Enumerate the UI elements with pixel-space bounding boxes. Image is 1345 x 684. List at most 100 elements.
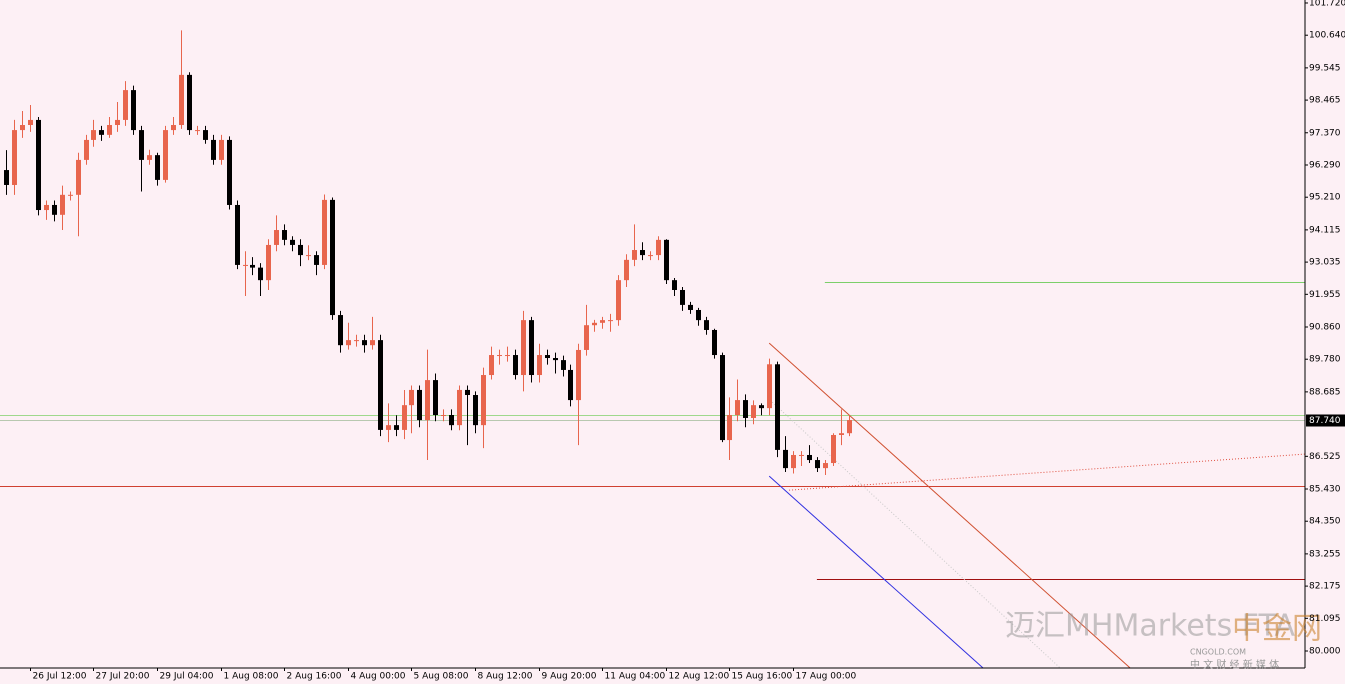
- candle-body: [290, 239, 295, 245]
- candle-body: [712, 329, 717, 356]
- y-tick-label: 90.860: [1309, 322, 1341, 332]
- x-tick-label: 27 Jul 20:00: [96, 672, 150, 682]
- candle-body: [266, 244, 271, 281]
- candle-body: [60, 194, 65, 215]
- candle-body: [139, 130, 144, 160]
- candle-body: [298, 244, 303, 256]
- candle-body: [775, 364, 780, 450]
- candle-body: [44, 204, 49, 211]
- y-tick-label: 91.955: [1309, 290, 1341, 300]
- candle-body: [823, 463, 828, 469]
- candle-body: [576, 349, 581, 401]
- candle-body: [99, 130, 104, 135]
- candle-body: [243, 264, 248, 266]
- candle-body: [4, 170, 9, 185]
- candle-body: [20, 125, 25, 131]
- candle-body: [409, 389, 414, 406]
- candle-body: [791, 454, 796, 469]
- candle-body: [258, 267, 263, 281]
- candle-body: [497, 355, 502, 357]
- candle-body: [616, 280, 621, 321]
- candle-body: [751, 405, 756, 418]
- candle-body: [362, 340, 367, 346]
- candle-body: [767, 364, 772, 409]
- candle-body: [553, 358, 558, 361]
- candle-body: [274, 230, 279, 245]
- candle-body: [473, 395, 478, 426]
- current-price-label: 87.740: [1309, 416, 1341, 426]
- candle-body: [799, 454, 804, 456]
- candle-body: [743, 400, 748, 418]
- x-tick-label: 4 Aug 00:00: [351, 672, 406, 682]
- y-tick-label: 84.350: [1309, 517, 1341, 527]
- candle-body: [592, 322, 597, 326]
- x-tick-label: 11 Aug 04:00: [605, 672, 666, 682]
- candle-body: [465, 389, 470, 396]
- watermark-slogan: 中 文 财 经 新 媒 体: [1190, 658, 1279, 671]
- candle-body: [513, 355, 518, 376]
- candle-body: [608, 320, 613, 322]
- candle-body: [489, 355, 494, 376]
- y-tick-label: 89.780: [1309, 355, 1341, 365]
- y-tick-label: 100.640: [1309, 31, 1345, 41]
- y-tick-label: 96.290: [1309, 160, 1341, 170]
- y-tick-label: 88.685: [1309, 387, 1341, 397]
- candle-body: [624, 259, 629, 281]
- y-tick-label: 86.525: [1309, 452, 1341, 462]
- y-tick-label: 97.370: [1309, 128, 1341, 138]
- candle-body: [354, 340, 359, 342]
- candle-body: [449, 415, 454, 426]
- x-tick-label: 17 Aug 00:00: [796, 672, 857, 682]
- candle-body: [839, 433, 844, 435]
- candle-body: [481, 375, 486, 426]
- candle-body: [227, 139, 232, 205]
- candle-body: [84, 139, 89, 160]
- candle-body: [664, 239, 669, 281]
- candle-body: [727, 415, 732, 441]
- candle-body: [76, 159, 81, 195]
- watermark-text: 迈汇MHMarkets FTA: [1005, 609, 1295, 644]
- y-tick-label: 101.720: [1309, 0, 1345, 8]
- y-tick-label: 95.210: [1309, 193, 1341, 203]
- candle-body: [386, 425, 391, 430]
- plot-area: [0, 30, 1305, 668]
- candle-body: [672, 280, 677, 290]
- candle-body: [306, 255, 311, 257]
- candle-body: [36, 119, 41, 211]
- candle-body: [394, 425, 399, 430]
- candle-body: [28, 119, 33, 126]
- y-tick-label: 94.115: [1309, 225, 1341, 235]
- candle-body: [831, 434, 836, 464]
- y-tick-label: 80.000: [1309, 646, 1341, 656]
- candle-body: [211, 139, 216, 160]
- candle-body: [147, 155, 152, 160]
- candle-body: [338, 315, 343, 346]
- candle-body: [735, 400, 740, 416]
- x-tick-label: 15 Aug 16:00: [732, 672, 793, 682]
- x-tick-label: 29 Jul 04:00: [160, 672, 214, 682]
- candle-body: [704, 320, 709, 330]
- candle-body: [68, 194, 73, 196]
- current-price-box: [1306, 414, 1345, 427]
- watermark-site: CNGOLD.COM: [1190, 648, 1246, 657]
- candle-body: [195, 130, 200, 132]
- candle-body: [163, 130, 168, 180]
- candle-body: [91, 130, 96, 140]
- candle-body: [417, 389, 422, 421]
- candle-body: [505, 355, 510, 357]
- y-tick-label: 85.430: [1309, 484, 1341, 494]
- x-tick-label: 12 Aug 12:00: [669, 672, 730, 682]
- candle-body: [537, 355, 542, 376]
- trend-line: [768, 475, 984, 668]
- candle-body: [330, 199, 335, 316]
- candle-body: [815, 460, 820, 469]
- candle-body: [521, 320, 526, 376]
- candle-body: [457, 389, 462, 426]
- candle-body: [171, 125, 176, 131]
- candle-body: [346, 340, 351, 346]
- x-tick-label: 2 Aug 16:00: [287, 672, 342, 682]
- candle-body: [656, 239, 661, 256]
- y-tick-label: 99.545: [1309, 63, 1341, 73]
- x-tick-label: 9 Aug 20:00: [542, 672, 597, 682]
